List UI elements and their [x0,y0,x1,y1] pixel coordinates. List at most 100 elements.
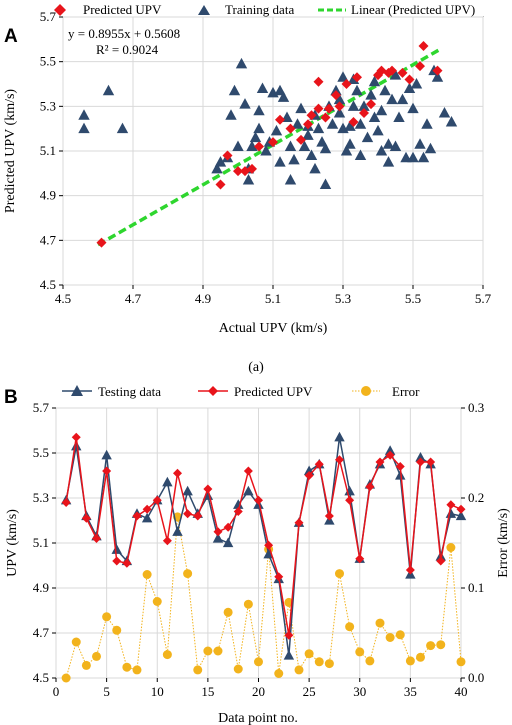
legend-error-marker [361,386,371,396]
testing-data-point [212,533,224,543]
predicted-upv-point [102,466,112,476]
predicted-upv-point [92,534,101,543]
predicted-upv-point [193,511,203,521]
panel-b-y-axis-title: UPV (km/s) [5,509,20,577]
training-data-point [368,75,381,87]
training-data-point [211,162,223,174]
training-data-point [298,140,311,152]
training-data-point [214,156,227,167]
training-data-point [372,124,384,136]
panel-a-x-tick-label: 4.5 [55,291,71,306]
error-data-point [395,630,405,640]
panel-a-y-tick-label: 5.3 [40,98,56,113]
training-data-point [249,131,262,143]
error-data-point [71,637,81,647]
panel-b-x-tick-label: 40 [455,684,468,699]
panel-b-error-series [61,512,466,683]
panel-b-y2-axis-title: Error (km/s) [496,508,511,578]
predicted-upv-point [223,522,233,532]
panel-a-y-axis-title: Predicted UPV (km/s) [3,89,18,214]
error-data-point [152,597,162,606]
predicted-upv-point [446,500,456,510]
training-data-point [410,78,423,89]
panel-b-right-y-axis: 0.0 0.1 0.2 0.3 [461,400,484,685]
predicted-upv-point [345,495,355,505]
error-data-point [436,640,446,650]
testing-data-point [101,449,112,460]
training-data-point [365,89,377,100]
error-data-point [112,625,122,635]
testing-data-point [283,650,295,660]
training-data-point [386,93,398,105]
panel-b-y2-tick-label: 0.2 [468,490,484,505]
predicted-data-point [215,179,226,190]
predicted-data-point [306,110,317,121]
predicted-upv-point [284,630,294,640]
legend-training-label: Training data [225,2,294,17]
panel-a-y-tick-label: 5.1 [40,143,56,158]
error-data-point [243,599,253,609]
error-data-point [314,657,324,667]
panel-a-x-tick-label: 5.7 [475,291,492,306]
panel-a-trendline [97,47,442,247]
predicted-data-point [404,74,415,85]
training-data-point [333,107,346,118]
panel-b-gridlines [55,407,462,679]
error-data-point [345,622,355,632]
predicted-data-point [268,137,278,148]
training-data-point [295,102,307,114]
panel-b-x-axis-title: Data point no. [218,711,298,725]
training-data-point [382,138,395,149]
panel-a-caption: (a) [248,360,264,375]
predicted-data-point [397,67,408,78]
predicted-data-point [320,112,331,123]
training-data-point [316,136,328,147]
training-data-point [309,162,321,174]
error-data-point [92,651,101,661]
training-data-point [253,104,265,116]
predicted-data-point [313,76,324,87]
training-data-point [260,145,272,156]
predicted-upv-point [61,498,71,507]
training-data-point [445,115,458,127]
testing-data-point [222,537,234,548]
panel-b-y2-tick-label: 0.0 [468,670,484,685]
error-data-point [416,652,425,662]
panel-b-testing-series [60,431,467,660]
panel-a-x-tick-label: 5.3 [335,291,351,306]
predicted-data-point [334,101,345,112]
predicted-upv-point [375,457,385,467]
panel-b-x-tick-label: 0 [53,684,60,699]
predicted-data-point [296,134,306,145]
error-data-point [405,656,415,666]
training-data-point [368,111,381,122]
panel-a-y-tick-label: 5.7 [40,9,57,24]
testing-data-point [141,512,153,523]
predicted-upv-point [142,504,152,514]
predicted-upv-point [324,511,334,521]
panel-b-y-tick-label: 5.3 [33,490,49,505]
panel-b-label: B [4,387,18,408]
predicted-upv-point [456,504,466,514]
error-data-point [274,669,284,678]
panel-b-y-tick-label: 4.5 [33,670,49,685]
predicted-upv-point [304,471,314,480]
predicted-upv-point [426,457,436,467]
training-data-point [288,153,300,165]
panel-a-x-tick-label: 4.7 [125,291,142,306]
training-data-point [284,140,297,152]
error-data-point [355,647,365,657]
training-data-point [351,84,363,96]
predicted-data-point [275,114,285,125]
error-data-point [375,618,385,628]
error-data-point [203,646,213,656]
error-data-point [304,649,314,659]
training-data-point [421,118,433,129]
panel-b-x-tick-label: 30 [353,684,366,699]
training-data-point [389,140,402,152]
training-data-point [326,118,339,129]
testing-data-point [111,544,122,554]
panel-a-y-axis: 4.5 4.7 4.9 5.1 5.3 5.5 5.7 [40,9,63,292]
training-data-point [274,84,286,96]
predicted-upv-point [152,495,162,505]
